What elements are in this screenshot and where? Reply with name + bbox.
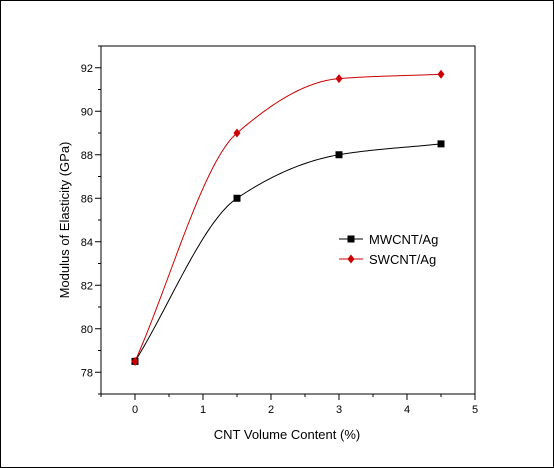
data-point-mwcnt-ag [233,194,241,202]
series-curves [134,73,442,362]
series-markers [131,69,445,366]
legend-marker-mwcnt-ag [347,235,355,243]
y-axis-title: Modulus of Elasticity (GPa) [57,142,72,299]
y-tick-label: 92 [81,63,93,75]
y-tick-label: 78 [81,367,93,379]
data-point-swcnt-ag [437,69,445,79]
legend-label-mwcnt-ag: MWCNT/Ag [369,232,438,247]
y-tick-label: 86 [81,193,93,205]
series-line-mwcnt-ag [134,143,442,362]
x-tick-label: 0 [132,404,138,416]
y-tick-label: 90 [81,106,93,118]
y-tick-label: 88 [81,150,93,162]
legend-marker-swcnt-ag [347,254,355,264]
y-axis-ticks: 78 80 82 84 86 88 90 92 [81,45,101,395]
data-point-mwcnt-ag [437,140,445,148]
data-point-mwcnt-ag [335,151,343,159]
data-point-swcnt-ag [335,74,343,84]
legend-label-swcnt-ag: SWCNT/Ag [369,252,436,267]
x-tick-label: 4 [404,404,410,416]
x-axis-ticks: 0 1 2 3 4 5 [100,394,478,416]
x-tick-label: 5 [472,404,478,416]
x-axis-title: CNT Volume Content (%) [214,427,360,442]
x-tick-label: 1 [200,404,206,416]
y-tick-label: 84 [81,237,93,249]
x-tick-label: 2 [268,404,274,416]
data-point-swcnt-ag [233,128,241,138]
data-point-swcnt-ag [131,356,139,366]
y-tick-label: 82 [81,280,93,292]
legend: MWCNT/Ag SWCNT/Ag [339,232,438,267]
y-tick-label: 80 [81,324,93,336]
x-tick-label: 3 [336,404,342,416]
series-line-swcnt-ag [134,73,442,362]
plot-area [100,45,476,395]
